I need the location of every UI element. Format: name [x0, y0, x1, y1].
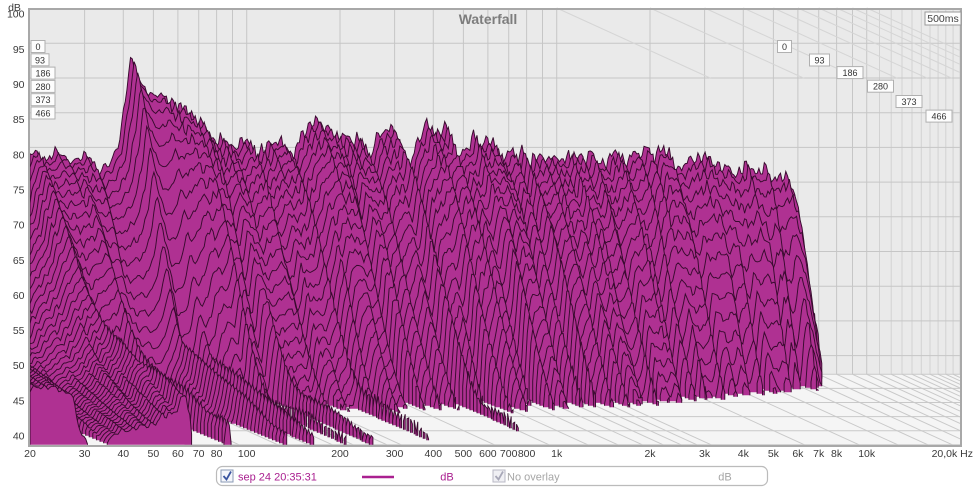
svg-text:373: 373 [901, 97, 916, 107]
svg-text:300: 300 [386, 448, 404, 460]
svg-text:95: 95 [13, 44, 25, 56]
svg-text:186: 186 [842, 68, 857, 78]
svg-text:0: 0 [782, 42, 787, 52]
svg-text:600: 600 [479, 448, 497, 460]
svg-text:466: 466 [35, 109, 50, 119]
svg-text:50: 50 [13, 360, 25, 372]
svg-text:70: 70 [193, 448, 205, 460]
svg-text:400: 400 [425, 448, 443, 460]
svg-text:Waterfall: Waterfall [459, 11, 518, 27]
svg-text:40: 40 [13, 431, 25, 443]
svg-text:4k: 4k [738, 448, 750, 460]
svg-text:8k: 8k [831, 448, 843, 460]
svg-text:85: 85 [13, 114, 25, 126]
svg-text:45: 45 [13, 395, 25, 407]
svg-text:186: 186 [35, 69, 50, 79]
svg-text:3k: 3k [699, 448, 711, 460]
svg-text:90: 90 [13, 79, 25, 91]
svg-text:60: 60 [172, 448, 184, 460]
svg-text:20: 20 [24, 448, 36, 460]
svg-text:60: 60 [13, 290, 25, 302]
svg-text:6k: 6k [792, 448, 804, 460]
svg-text:800: 800 [518, 448, 536, 460]
svg-text:30: 30 [79, 448, 91, 460]
svg-text:75: 75 [13, 185, 25, 197]
svg-text:0: 0 [35, 42, 40, 52]
svg-text:dB: dB [8, 2, 21, 14]
svg-text:1k: 1k [551, 448, 563, 460]
svg-text:20,0k Hz: 20,0k Hz [932, 448, 973, 460]
svg-text:10k: 10k [858, 448, 876, 460]
svg-text:sep 24 20:35:31: sep 24 20:35:31 [238, 472, 317, 484]
svg-text:80: 80 [211, 448, 223, 460]
svg-text:100: 100 [238, 448, 256, 460]
svg-text:280: 280 [873, 82, 888, 92]
svg-text:dB: dB [440, 472, 453, 484]
svg-text:93: 93 [814, 56, 824, 66]
svg-text:5k: 5k [768, 448, 780, 460]
svg-text:500ms: 500ms [927, 13, 959, 25]
svg-text:280: 280 [35, 82, 50, 92]
svg-text:373: 373 [35, 95, 50, 105]
svg-text:2k: 2k [644, 448, 656, 460]
svg-text:40: 40 [117, 448, 129, 460]
svg-text:dB: dB [718, 472, 731, 484]
svg-text:70: 70 [13, 220, 25, 232]
svg-text:93: 93 [35, 55, 45, 65]
svg-text:500: 500 [455, 448, 473, 460]
svg-text:700: 700 [500, 448, 518, 460]
svg-text:200: 200 [331, 448, 349, 460]
svg-text:7k: 7k [813, 448, 825, 460]
svg-text:50: 50 [148, 448, 160, 460]
svg-text:100: 100 [7, 9, 25, 21]
svg-text:No overlay: No overlay [507, 472, 560, 484]
svg-text:80: 80 [13, 149, 25, 161]
svg-text:65: 65 [13, 255, 25, 267]
svg-text:466: 466 [931, 112, 946, 122]
svg-text:55: 55 [13, 325, 25, 337]
